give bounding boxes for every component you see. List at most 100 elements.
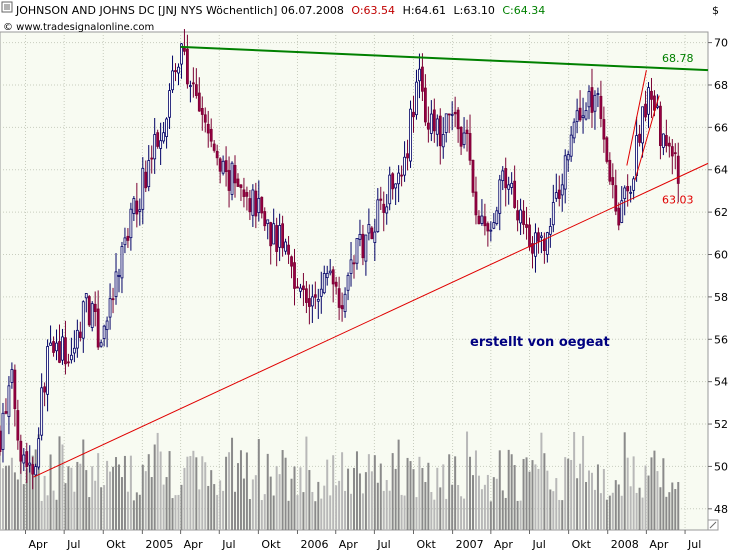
volume-bar xyxy=(165,477,168,530)
volume-bar xyxy=(141,464,144,530)
candle-body xyxy=(197,92,201,112)
candle-body xyxy=(459,126,463,147)
volume-bar xyxy=(123,455,126,530)
candle-body xyxy=(441,134,445,148)
candle-body xyxy=(230,162,234,195)
volume-bar xyxy=(367,454,370,530)
volume-bar xyxy=(323,485,326,530)
trendline-label: 68.78 xyxy=(662,52,694,65)
volume-bar xyxy=(397,439,400,530)
volume-bar xyxy=(391,453,394,530)
y-tick-label: 50 xyxy=(714,460,728,473)
volume-bar xyxy=(361,493,364,530)
candle-body xyxy=(397,172,401,185)
x-tick-label: Jul xyxy=(532,538,546,550)
x-tick-label: Jul xyxy=(687,538,701,550)
volume-bar xyxy=(308,470,311,530)
candle-body xyxy=(168,90,171,118)
volume-bar xyxy=(471,475,474,530)
candle-body xyxy=(510,182,514,188)
candle-body xyxy=(373,231,377,243)
volume-bar xyxy=(55,499,58,530)
candle-body xyxy=(150,157,154,160)
candle-body xyxy=(566,154,570,161)
volume-bar xyxy=(370,471,373,530)
trendline xyxy=(180,45,709,72)
volume-bar xyxy=(507,449,510,530)
candle-body xyxy=(245,192,249,197)
volume-bar xyxy=(495,478,498,530)
candle-body xyxy=(540,235,543,238)
candle-body xyxy=(501,170,505,181)
candle-body xyxy=(581,115,585,118)
x-tick-label: Apr xyxy=(339,538,359,550)
candle-body xyxy=(93,303,97,312)
candle-body xyxy=(284,241,287,252)
candle-body xyxy=(620,200,624,223)
watermark: © www.tradesignalonline.com xyxy=(3,22,154,33)
volume-bar xyxy=(421,468,424,530)
y-tick-label: 48 xyxy=(714,503,728,516)
candle-body xyxy=(254,190,258,217)
candle-body xyxy=(667,142,671,147)
candle-body xyxy=(578,107,582,121)
y-tick-label: 54 xyxy=(714,376,728,389)
volume-bar xyxy=(287,500,290,530)
volume-bar xyxy=(37,434,40,530)
candle-body xyxy=(421,66,424,92)
candle-body xyxy=(391,173,395,190)
volume-bar xyxy=(504,497,507,530)
candle-body xyxy=(126,235,130,241)
candle-body xyxy=(361,233,365,259)
candle-body xyxy=(188,85,192,87)
candle-body xyxy=(623,187,627,199)
volume-bar xyxy=(593,489,596,530)
volume-bar xyxy=(546,470,549,530)
volume-bar xyxy=(296,495,299,530)
candle-body xyxy=(480,215,484,224)
channel-line xyxy=(634,95,660,181)
candle-body xyxy=(16,410,20,441)
candle-body xyxy=(638,133,641,143)
trendline xyxy=(33,162,709,478)
candle-body xyxy=(34,466,38,476)
volume-bar xyxy=(275,466,278,530)
candle-body xyxy=(7,385,11,417)
candle-body xyxy=(415,81,418,116)
volume-bar xyxy=(373,455,376,530)
candle-body xyxy=(278,225,282,248)
volume-bar xyxy=(608,495,611,530)
volume-bar xyxy=(97,453,100,530)
candle-body xyxy=(584,110,588,120)
volume-bar xyxy=(617,484,620,530)
volume-bar xyxy=(263,494,266,530)
volume-bar xyxy=(463,498,466,530)
volume-bar xyxy=(579,463,582,530)
x-tick-label: Apr xyxy=(184,538,204,550)
volume-bar xyxy=(513,465,516,530)
volume-bar xyxy=(531,460,534,530)
volume-bar xyxy=(269,476,272,530)
candle-body xyxy=(123,237,127,246)
candle-body xyxy=(290,256,293,267)
volume-bar xyxy=(138,494,141,530)
candle-body xyxy=(605,137,609,162)
volume-bar xyxy=(358,473,361,530)
y-tick-label: 70 xyxy=(714,37,728,50)
currency-symbol: $ xyxy=(712,4,719,17)
volume-bar xyxy=(623,432,626,530)
y-axis: 48 50 52 54 56 58 60 62 64 66 68 70 xyxy=(708,37,728,516)
volume-bar xyxy=(174,495,177,530)
volume-bar xyxy=(132,500,135,530)
symbol-line: JOHNSON AND JOHNS DC [JNJ NYS Wöchentlic… xyxy=(15,4,344,17)
volume-bar xyxy=(192,450,195,530)
volume-bar xyxy=(171,498,174,530)
volume-bar xyxy=(22,484,25,530)
volume-bar xyxy=(522,458,525,530)
volume-bar xyxy=(213,484,216,530)
x-tick-label: Jul xyxy=(66,538,80,550)
volume-bar xyxy=(549,489,552,530)
x-tick-label: Okt xyxy=(261,538,281,550)
candle-body xyxy=(4,411,8,414)
